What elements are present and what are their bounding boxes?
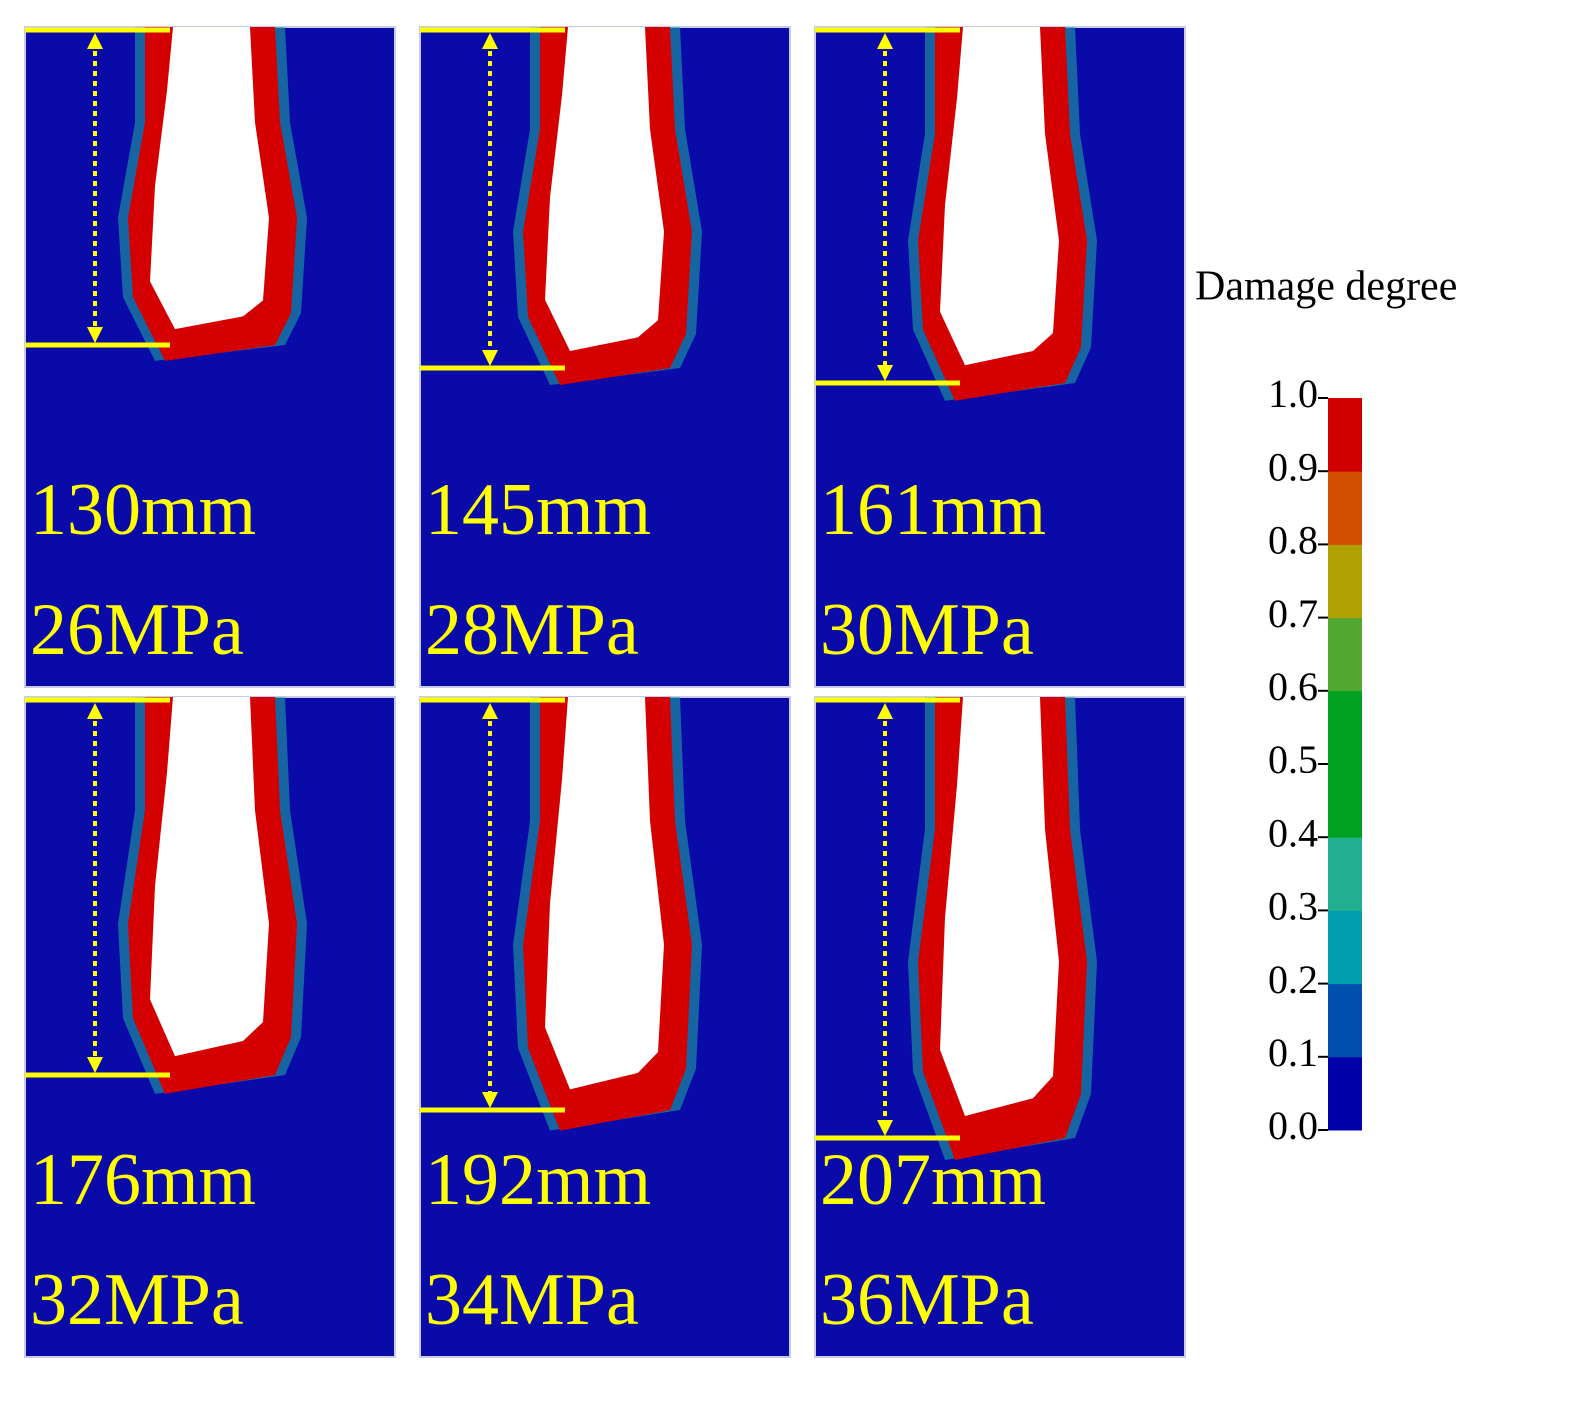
legend-tick-label: 0.6 bbox=[1268, 664, 1318, 709]
crack bbox=[150, 697, 269, 1057]
legend-band bbox=[1328, 471, 1362, 545]
pressure-label: 32MPa bbox=[30, 1259, 244, 1341]
legend-title: Damage degree bbox=[1195, 264, 1457, 310]
pressure-label: 26MPa bbox=[30, 589, 244, 671]
panel: 130mm 26MPa bbox=[24, 26, 396, 688]
legend-tick-label: 0.5 bbox=[1268, 737, 1318, 782]
panel: 192mm 34MPa bbox=[419, 696, 791, 1358]
panel: 176mm 32MPa bbox=[24, 696, 396, 1358]
legend-tick-label: 1.0 bbox=[1268, 371, 1318, 416]
panel: 161mm 30MPa bbox=[814, 26, 1186, 688]
crack bbox=[940, 697, 1059, 1116]
legend-band bbox=[1328, 910, 1362, 985]
crack bbox=[545, 27, 664, 351]
legend-tick-label: 0.3 bbox=[1268, 884, 1318, 929]
legend-tick-label: 0.0 bbox=[1268, 1103, 1318, 1148]
pressure-label: 30MPa bbox=[820, 589, 1034, 671]
pressure-label: 34MPa bbox=[425, 1259, 639, 1341]
legend-band bbox=[1328, 617, 1362, 692]
legend-band bbox=[1328, 1056, 1362, 1131]
pressure-label: 36MPa bbox=[820, 1259, 1034, 1341]
crack bbox=[940, 27, 1059, 366]
legend-band bbox=[1328, 690, 1362, 765]
legend-tick-label: 0.7 bbox=[1268, 591, 1318, 636]
depth-label: 192mm bbox=[425, 1139, 651, 1221]
crack bbox=[150, 27, 269, 330]
panel: 145mm 28MPa bbox=[419, 26, 791, 688]
depth-label: 130mm bbox=[30, 469, 256, 551]
legend-band bbox=[1328, 837, 1362, 911]
legend-band bbox=[1328, 764, 1362, 838]
legend-tick-label: 0.2 bbox=[1268, 957, 1318, 1002]
legend-band bbox=[1328, 983, 1362, 1058]
depth-label: 176mm bbox=[30, 1139, 256, 1221]
legend-tick-label: 0.9 bbox=[1268, 444, 1318, 489]
panel: 207mm 36MPa bbox=[814, 696, 1186, 1358]
legend-tick-label: 0.8 bbox=[1268, 518, 1318, 563]
depth-label: 161mm bbox=[820, 469, 1046, 551]
pressure-label: 28MPa bbox=[425, 589, 639, 671]
depth-label: 207mm bbox=[820, 1139, 1046, 1221]
depth-label: 145mm bbox=[425, 469, 651, 551]
legend-tick-label: 0.4 bbox=[1268, 810, 1318, 855]
legend-band bbox=[1328, 398, 1362, 472]
legend-band bbox=[1328, 544, 1362, 619]
crack bbox=[545, 697, 664, 1090]
legend-tick-label: 0.1 bbox=[1268, 1030, 1318, 1075]
